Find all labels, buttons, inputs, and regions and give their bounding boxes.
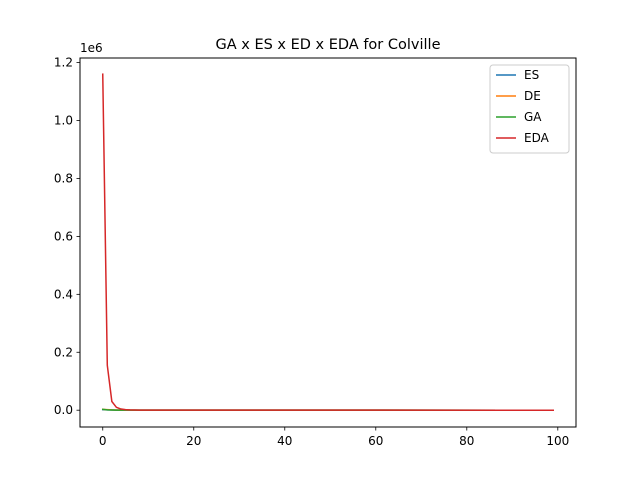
x-tick-label: 20 (186, 434, 201, 448)
y-tick-label: 0.8 (54, 171, 73, 185)
chart-title: GA x ES x ED x EDA for Colville (215, 37, 440, 53)
y-tick-label: 1.0 (54, 114, 73, 128)
x-axis-ticks: 0 20 40 60 80 100 (99, 427, 569, 448)
series-line-eda (101, 73, 555, 411)
legend: ES DE GA EDA (489, 64, 570, 154)
y-tick-label: 0.4 (54, 287, 73, 301)
legend-label-eda: EDA (524, 131, 550, 145)
x-tick-label: 80 (459, 434, 474, 448)
y-tick-label: 0.2 (54, 345, 73, 359)
y-axis-ticks: 0.0 0.2 0.4 0.6 0.8 1.0 1.2 (54, 56, 80, 417)
legend-label-de: DE (524, 89, 541, 103)
legend-label-ga: GA (524, 110, 542, 124)
plot-area (101, 73, 555, 411)
x-tick-label: 0 (99, 434, 107, 448)
legend-box (489, 64, 570, 154)
x-tick-label: 60 (368, 434, 383, 448)
y-offset-label: 1e6 (80, 41, 103, 55)
y-tick-label: 0.0 (54, 403, 73, 417)
x-tick-label: 40 (277, 434, 292, 448)
legend-label-es: ES (524, 68, 539, 82)
x-tick-label: 100 (546, 434, 569, 448)
y-tick-label: 0.6 (54, 229, 73, 243)
axes-frame (79, 57, 577, 428)
y-tick-label: 1.2 (54, 56, 73, 70)
